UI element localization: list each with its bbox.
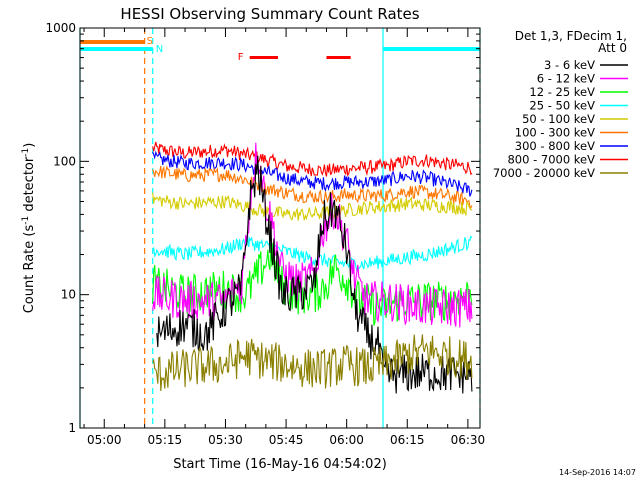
y-label-end: ) [22, 143, 37, 148]
footer-timestamp: 14-Sep-2016 14:07 [559, 468, 636, 477]
legend-header-2: Att 0 [598, 41, 627, 55]
series-line-8 [152, 334, 473, 392]
y-tick-label: 1 [68, 421, 76, 435]
legend-label-1: 6 - 12 keV [537, 72, 595, 86]
night-flag-bar-0 [80, 47, 153, 51]
series-line-5 [152, 242, 473, 326]
night-flag-label: N [156, 44, 163, 55]
y-label-mid: detector [22, 156, 37, 216]
series-line-7 [156, 155, 473, 394]
legend-label-3: 25 - 50 keV [529, 99, 595, 113]
legend-label-7: 800 - 7000 keV [507, 153, 595, 167]
series-line-2 [152, 164, 473, 209]
y-tick-label: 10 [61, 288, 76, 302]
flare-flag-bar-0 [249, 56, 278, 59]
flare-flag-label: F [238, 52, 244, 63]
x-tick-label: 05:00 [87, 433, 122, 447]
saa-flag-bar-0 [80, 40, 145, 44]
series-line-0 [152, 141, 473, 177]
legend-label-5: 100 - 300 keV [515, 126, 595, 140]
series-line-1 [152, 150, 473, 197]
axes-layer: 1 10 100 1000 05:00 05:15 05:30 05:45 06:00 06:15… [45, 21, 485, 447]
series-line-3 [152, 192, 473, 221]
x-tick-label: 06:30 [451, 433, 486, 447]
flag-layer: SN F [80, 36, 480, 63]
plot-frame [79, 27, 481, 429]
x-tick-label: 05:30 [208, 433, 243, 447]
y-label-sup1: -1 [21, 216, 31, 225]
legend-label-2: 12 - 25 keV [529, 85, 595, 99]
x-axis-label: Start Time (16-May-16 04:54:02) [173, 457, 387, 472]
x-tick-label: 06:00 [329, 433, 364, 447]
y-tick-label: 1000 [45, 21, 76, 35]
y-label-main: Count Rate (s [22, 225, 37, 314]
y-axis-label: Count Rate (s-1 detector-1) [21, 143, 37, 314]
legend-label-0: 3 - 6 keV [544, 58, 595, 72]
chart-title: HESSI Observing Summary Count Rates [120, 5, 419, 23]
legend-label-4: 50 - 100 keV [522, 112, 595, 126]
saa-flag-label: S [147, 36, 153, 47]
legend-label-8: 7000 - 20000 keV [493, 166, 595, 180]
y-label-sup2: -1 [21, 148, 31, 157]
night-flag-bar-1 [383, 47, 480, 51]
x-tick-label: 05:45 [269, 433, 304, 447]
y-tick-label: 100 [53, 154, 76, 168]
series-line-6 [152, 142, 473, 328]
x-tick-label: 05:15 [148, 433, 183, 447]
legend-header-1: Det 1,3, FDecim 1, [515, 29, 627, 43]
flare-flag-bar-1 [326, 56, 351, 59]
legend-label-6: 300 - 800 keV [515, 139, 595, 153]
x-tick-label: 06:15 [390, 433, 425, 447]
series-layer [152, 141, 473, 394]
